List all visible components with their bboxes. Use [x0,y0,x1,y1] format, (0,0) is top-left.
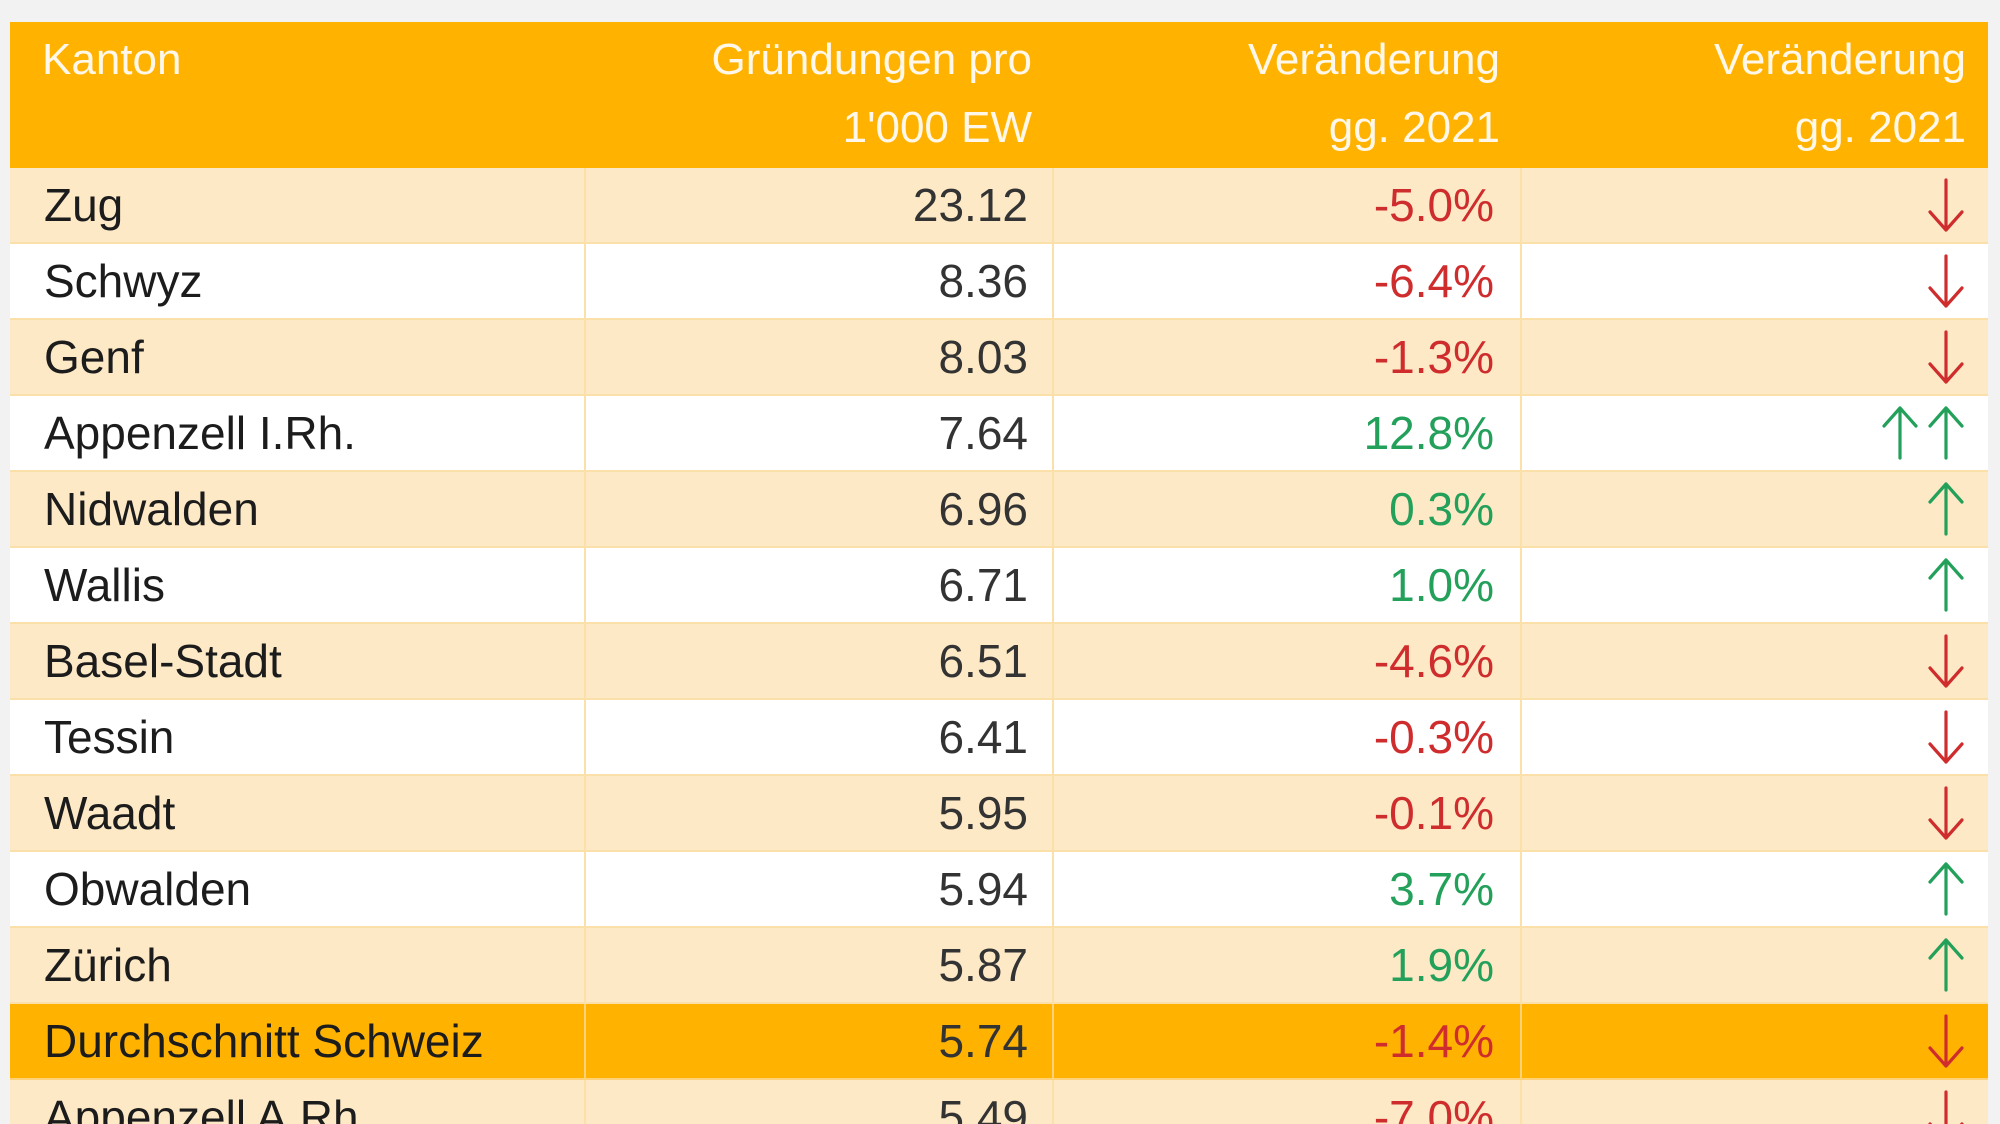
change-value: -4.6% [1054,624,1522,698]
kanton-name: Waadt [10,776,586,850]
header-kanton: Kanton [42,35,182,84]
kanton-name: Zürich [10,928,586,1002]
table-row: Basel-Stadt 6.51 -4.6% [10,624,1988,700]
trend-cell [1522,320,1988,394]
trend-cell [1522,396,1988,470]
gruendungen-value: 6.51 [586,624,1054,698]
trend-cell [1522,244,1988,318]
gruendungen-value: 8.03 [586,320,1054,394]
trend-cell [1522,1004,1988,1078]
change-value: -6.4% [1054,244,1522,318]
change-value: -5.0% [1054,168,1522,242]
change-value: -0.3% [1054,700,1522,774]
table-row: Appenzell A.Rh. 5.49 -7.0% [10,1080,1988,1124]
arrow-down-icon [1926,176,1966,234]
gruendungen-value: 6.41 [586,700,1054,774]
gruendungen-value: 6.71 [586,548,1054,622]
change-value: -1.4% [1054,1004,1522,1078]
change-value: -7.0% [1054,1080,1522,1124]
table-body: Zug 23.12 -5.0% Schwyz 8.36 -6.4% Genf 8.03 -1.3… [10,168,1988,1124]
kanton-name: Schwyz [10,244,586,318]
table-row: Zürich 5.87 1.9% [10,928,1988,1004]
table-row: Zug 23.12 -5.0% [10,168,1988,244]
trend-cell [1522,624,1988,698]
trend-cell [1522,472,1988,546]
kanton-name: Appenzell I.Rh. [10,396,586,470]
kanton-name: Nidwalden [10,472,586,546]
table-row: Schwyz 8.36 -6.4% [10,244,1988,320]
header-gruendungen: Gründungen pro 1'000 EW [711,35,1032,152]
change-value: 1.0% [1054,548,1522,622]
arrow-down-icon [1926,252,1966,310]
table-header: Kanton Gründungen pro 1'000 EW Veränderu… [10,22,1988,168]
kanton-name: Durchschnitt Schweiz [10,1004,586,1078]
change-value: 0.3% [1054,472,1522,546]
arrow-down-icon [1926,1012,1966,1070]
arrow-down-icon [1926,1088,1966,1124]
arrow-up-icon [1926,556,1966,614]
arrow-up-icon [1880,404,1920,462]
kanton-name: Genf [10,320,586,394]
change-value: -1.3% [1054,320,1522,394]
header-veraenderung: Veränderung gg. 2021 [1248,35,1500,152]
table-row: Genf 8.03 -1.3% [10,320,1988,396]
table-row: Waadt 5.95 -0.1% [10,776,1988,852]
table-row: Nidwalden 6.96 0.3% [10,472,1988,548]
change-value: -0.1% [1054,776,1522,850]
trend-cell [1522,168,1988,242]
kanton-name: Basel-Stadt [10,624,586,698]
kanton-name: Tessin [10,700,586,774]
trend-cell [1522,1080,1988,1124]
gruendungen-value: 5.87 [586,928,1054,1002]
table-row: Tessin 6.41 -0.3% [10,700,1988,776]
trend-cell [1522,700,1988,774]
arrow-down-icon [1926,328,1966,386]
change-value: 3.7% [1054,852,1522,926]
arrow-down-icon [1926,632,1966,690]
gruendungen-value: 7.64 [586,396,1054,470]
kanton-name: Wallis [10,548,586,622]
gruendungen-value: 23.12 [586,168,1054,242]
table-frame: Kanton Gründungen pro 1'000 EW Veränderu… [10,22,1988,1124]
trend-cell [1522,548,1988,622]
header-veraenderung-trend: Veränderung gg. 2021 [1714,35,1966,152]
trend-cell [1522,852,1988,926]
trend-cell [1522,776,1988,850]
table-row: Wallis 6.71 1.0% [10,548,1988,624]
table-row: Appenzell I.Rh. 7.64 12.8% [10,396,1988,472]
gruendungen-value: 6.96 [586,472,1054,546]
trend-cell [1522,928,1988,1002]
change-value: 1.9% [1054,928,1522,1002]
kanton-name: Appenzell A.Rh. [10,1080,586,1124]
change-value: 12.8% [1054,396,1522,470]
gruendungen-value: 5.95 [586,776,1054,850]
table-row: Obwalden 5.94 3.7% [10,852,1988,928]
kanton-name: Obwalden [10,852,586,926]
arrow-up-icon [1926,936,1966,994]
table-row-average: Durchschnitt Schweiz 5.74 -1.4% [10,1004,1988,1080]
gruendungen-value: 8.36 [586,244,1054,318]
arrow-up-icon [1926,404,1966,462]
gruendungen-value: 5.74 [586,1004,1054,1078]
gruendungen-value: 5.94 [586,852,1054,926]
arrow-down-icon [1926,708,1966,766]
arrow-up-icon [1926,860,1966,918]
arrow-down-icon [1926,784,1966,842]
gruendungen-value: 5.49 [586,1080,1054,1124]
kanton-name: Zug [10,168,586,242]
arrow-up-icon [1926,480,1966,538]
